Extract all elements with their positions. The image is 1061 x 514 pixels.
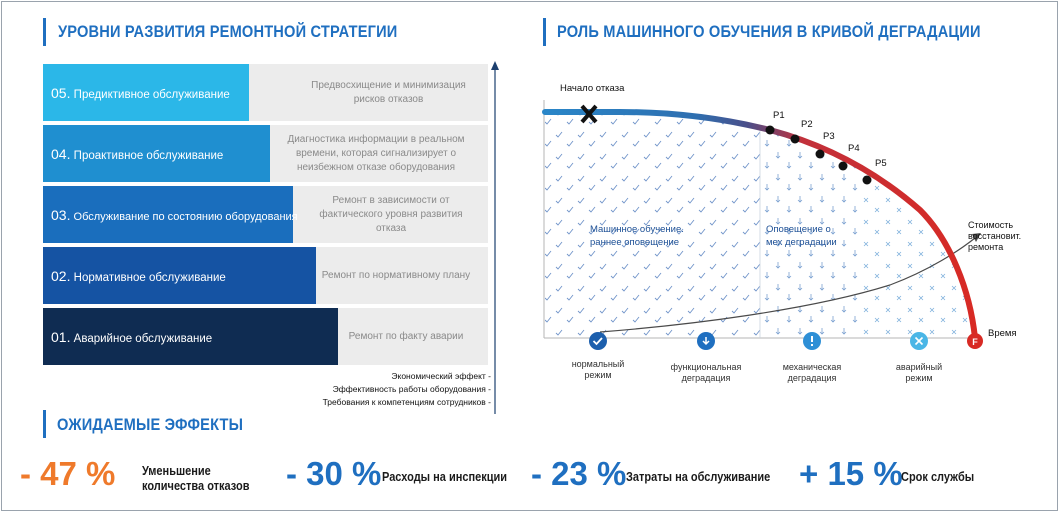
level-row-05: 05. Предиктивное обслуживание Предвосхищ… <box>43 64 488 121</box>
legend-item-competence: Требования к компетенциям сотрудников - <box>322 397 491 407</box>
level-row-03: 03. Обслуживание по состоянию оборудован… <box>43 186 488 243</box>
failure-start-label: Начало отказа <box>560 83 625 94</box>
point-p2-label: P2 <box>801 119 813 130</box>
effect-label-lifetime: Срок службы <box>901 470 975 484</box>
stage-emergency-label: аварийный режим <box>896 362 942 383</box>
stage-mechanical-label: механическая деградация <box>783 362 842 383</box>
stage-emergency <box>910 332 928 350</box>
effect-label-failures: Уменьшение количества отказов <box>142 464 250 493</box>
check-icon <box>589 332 607 350</box>
point-p5 <box>862 175 872 185</box>
effect-value-lifetime: + 15 % <box>799 455 903 492</box>
stage-mechanical <box>803 332 821 350</box>
level-label: Обслуживание по состоянию оборудования <box>73 210 298 223</box>
stage-functional-label: функциональная деградация <box>671 362 742 383</box>
repair-cost-label: Стоимость восстановит. ремонта <box>968 220 1024 252</box>
right-section-title: РОЛЬ МАШИННОГО ОБУЧЕНИЯ В КРИВОЙ ДЕГРАДА… <box>557 22 981 41</box>
level-label: Проактивное обслуживание <box>73 149 224 162</box>
level-bar-01: 01. Аварийное обслуживание <box>43 308 338 365</box>
failure-marker-letter: F <box>972 337 978 347</box>
level-row-01: 01. Аварийное обслуживание Ремонт по фак… <box>43 308 488 365</box>
effect-value-maintenance: - 23 % <box>531 455 627 492</box>
zone-alert-label: Оповещение о мех деградации <box>766 224 837 248</box>
levels-arrow <box>491 61 499 414</box>
legend-item-economic: Экономический эффект - <box>391 371 491 381</box>
level-description: Ремонт по нормативному плану <box>321 269 471 281</box>
level-bar-04: 04. Проактивное обслуживание <box>43 125 270 182</box>
failure-point-marker <box>967 333 983 349</box>
point-p3-label: P3 <box>823 131 835 142</box>
degradation-diagram: Начало отказа P1 P2 P3 P4 P5 Машинное об… <box>542 83 1024 383</box>
point-p2 <box>790 134 800 144</box>
level-row-02: 02. Нормативное обслуживание Ремонт по н… <box>43 247 488 304</box>
point-p4-label: P4 <box>848 143 860 154</box>
level-bar-05: 05. Предиктивное обслуживание <box>43 64 249 121</box>
effect-label-maintenance: Затраты на обслуживание <box>626 470 771 484</box>
level-label: Предиктивное обслуживание <box>73 88 230 101</box>
time-axis-label: Время <box>988 328 1017 339</box>
effects-section-title: ОЖИДАЕМЫЕ ЭФФЕКТЫ <box>57 415 244 434</box>
level-number: 04. <box>51 145 71 162</box>
degradation-curve <box>542 109 978 341</box>
level-description: Ремонт по факту аварии <box>348 330 464 342</box>
right-title-accent <box>543 18 546 46</box>
stage-normal-label: нормальный режим <box>572 359 625 380</box>
level-bar-03: 03. Обслуживание по состоянию оборудован… <box>43 186 298 243</box>
level-number: 01. <box>51 328 71 345</box>
point-p1-label: P1 <box>773 110 785 121</box>
level-description: Диагностика информации в реальном времен… <box>287 133 465 173</box>
effects-title-accent <box>43 410 46 438</box>
stage-functional <box>697 332 715 350</box>
left-section-title: УРОВНИ РАЗВИТИЯ РЕМОНТНОЙ СТРАТЕГИИ <box>58 22 398 41</box>
point-p1 <box>765 125 775 135</box>
point-p3 <box>815 149 825 159</box>
left-title-accent <box>43 18 46 46</box>
levels-legend: Экономический эффект - Эффективность раб… <box>323 370 491 409</box>
effect-label-inspections: Расходы на инспекции <box>382 470 508 484</box>
level-description: Предвосхищение и минимизация рисков отка… <box>311 79 466 105</box>
stage-normal <box>589 332 607 350</box>
level-number: 03. <box>51 206 71 223</box>
legend-item-efficiency: Эффективность работы оборудования - <box>332 384 491 394</box>
point-p5-label: P5 <box>875 158 887 169</box>
level-number: 02. <box>51 267 71 284</box>
effect-value-inspections: - 30 % <box>286 455 382 492</box>
failure-start-marker <box>580 104 598 124</box>
level-row-04: 04. Проактивное обслуживание Диагностика… <box>43 125 488 182</box>
level-description: Ремонт в зависимости от фактического уро… <box>319 194 463 234</box>
level-label: Нормативное обслуживание <box>73 271 226 284</box>
level-bar-02: 02. Нормативное обслуживание <box>43 247 316 304</box>
zone-ml-label: Машинное обучение. раннее оповещение <box>590 224 687 248</box>
level-number: 05. <box>51 84 71 101</box>
level-label: Аварийное обслуживание <box>73 332 213 345</box>
repair-cost-curve <box>599 237 976 333</box>
point-p4 <box>838 161 848 171</box>
effect-value-failures: - 47 % <box>20 455 116 492</box>
